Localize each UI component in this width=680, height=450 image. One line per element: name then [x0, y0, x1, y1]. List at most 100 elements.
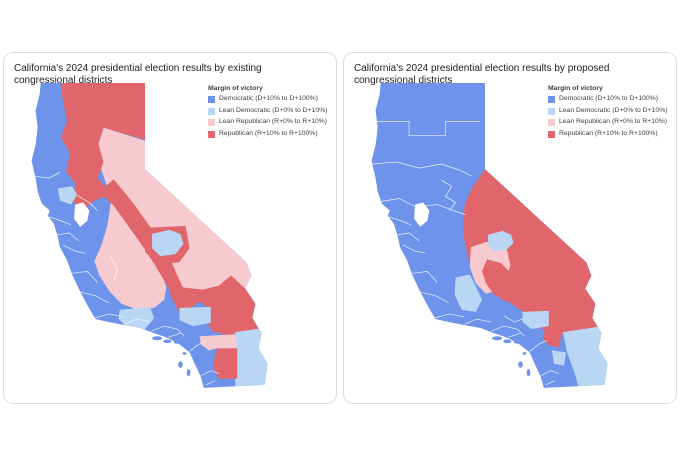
california-map-proposed	[371, 83, 608, 388]
legend-item-republican: Republican (R+10% to R+100%)	[548, 130, 672, 139]
district-boundary-line	[205, 380, 216, 386]
district-boundary-line	[508, 332, 521, 338]
legend-item-democratic: Democratic (D+10% to D+100%)	[548, 95, 672, 104]
channel-island	[526, 369, 531, 377]
district-region-sf-bay-delta-water	[414, 202, 430, 227]
district-boundary-line	[94, 313, 124, 319]
channel-island	[518, 361, 523, 368]
legend-label: Lean Democratic (D+0% to D+10%)	[559, 106, 668, 114]
district-region-sierra-east-lean-republican	[97, 127, 252, 300]
legend-title: Margin of victory	[548, 85, 603, 92]
legend-label: Republican (R+10% to R+100%)	[219, 129, 318, 137]
legend-swatch-lean_republican	[208, 119, 215, 126]
panel-title-existing: California's 2024 presidential election …	[14, 63, 262, 86]
district-region-east-republican	[462, 169, 602, 341]
channel-island	[173, 340, 179, 344]
district-boundary-line	[434, 313, 464, 319]
map-area-existing: Margin of victory Democratic (D+10% to D…	[4, 79, 336, 403]
legend-label: Democratic (D+10% to D+100%)	[559, 95, 658, 102]
panel-proposed-districts: California's 2024 presidential election …	[343, 52, 677, 404]
california-map-existing	[31, 83, 268, 388]
legend-swatch-democratic	[548, 96, 555, 103]
district-boundary-line	[76, 195, 98, 211]
district-boundary-line	[374, 198, 466, 216]
district-boundary-line	[372, 161, 473, 177]
channel-island	[152, 336, 163, 341]
district-region-sf-bay-delta-water	[74, 202, 90, 227]
legend-label: Lean Democratic (D+0% to D+10%)	[219, 106, 328, 114]
legend-swatch-republican	[208, 130, 215, 138]
legend-item-democratic: Democratic (D+10% to D+100%)	[208, 95, 332, 104]
legend-items: Democratic (D+10% to D+100%) Lean Democra…	[208, 95, 332, 138]
legend-swatch-democratic	[208, 96, 215, 103]
legend-swatch-lean_republican	[548, 119, 555, 126]
district-boundary-line	[504, 315, 523, 323]
legend-label: Democratic (D+10% to D+100%)	[219, 95, 318, 102]
district-region-valley-southwest-lean-democratic	[454, 274, 482, 312]
channel-island	[182, 352, 187, 355]
legend-title: Margin of victory	[208, 85, 263, 92]
district-region-ventura-inland-lean-democratic	[118, 306, 155, 330]
district-region-san-bernardino-lean-democratic	[179, 306, 211, 327]
district-boundary-line	[529, 339, 547, 352]
legend-label: Republican (R+10% to R+100%)	[559, 129, 658, 137]
district-boundary-line	[109, 255, 119, 282]
district-region-central-valley-lean-republican	[94, 196, 167, 310]
district-boundary-line	[402, 244, 426, 254]
district-boundary-line	[56, 232, 80, 242]
panel-title-proposed: California's 2024 presidential election …	[354, 63, 610, 86]
district-region-eastern-sierra-lean-democratic	[488, 230, 514, 252]
district-boundary-line	[388, 216, 412, 226]
district-boundary-line	[168, 332, 181, 338]
legend-item-lean_republican: Lean Republican (R+0% to R+10%)	[548, 118, 672, 127]
channel-island	[503, 339, 512, 344]
district-boundary-line	[48, 216, 72, 226]
district-boundary-line	[419, 291, 449, 304]
district-boundary-line	[540, 370, 560, 377]
district-region-central-valley-republican-blob	[481, 259, 518, 302]
district-boundary-line	[71, 271, 98, 283]
panel-existing-districts: California's 2024 presidential election …	[3, 52, 337, 404]
district-boundary-line	[411, 271, 438, 283]
district-region-eastern-sierra-lean-democratic	[152, 229, 184, 257]
district-region-sacramento-lean-democratic	[57, 186, 78, 205]
map-area-proposed: Margin of victory Democratic (D+10% to D…	[344, 79, 676, 403]
district-boundary-line	[396, 232, 420, 242]
channel-island	[513, 340, 519, 344]
legend-swatch-lean_democratic	[208, 107, 215, 115]
district-boundary-line	[441, 179, 457, 211]
legend-item-lean_democratic: Lean Democratic (D+0% to D+10%)	[548, 107, 672, 116]
district-boundary-line	[189, 339, 207, 352]
legend-swatch-republican	[548, 130, 555, 138]
district-boundary-line	[200, 370, 220, 377]
district-boundary-line	[545, 380, 556, 386]
legend-item-lean_republican: Lean Republican (R+0% to R+10%)	[208, 118, 332, 127]
channel-island	[522, 352, 527, 355]
legend-label: Lean Republican (R+0% to R+10%)	[559, 118, 668, 125]
district-boundary-line	[464, 318, 492, 325]
legend-item-republican: Republican (R+10% to R+100%)	[208, 130, 332, 139]
legend-item-lean_democratic: Lean Democratic (D+0% to D+10%)	[208, 107, 332, 116]
district-boundary-line	[124, 318, 152, 325]
channel-island	[186, 369, 191, 377]
district-region-southeast-republican	[166, 275, 262, 339]
district-region-san-bernardino-lean-democratic	[522, 310, 549, 330]
district-boundary-line	[62, 244, 86, 254]
district-boundary-line	[376, 121, 480, 137]
channel-island	[178, 361, 183, 368]
district-boundary-line	[79, 291, 109, 304]
district-boundary-line	[35, 171, 61, 179]
district-boundary-line	[490, 325, 525, 337]
district-region-imperial-lean-democratic	[235, 326, 268, 388]
district-region-inland-empire-lean-republican	[199, 334, 238, 351]
legend-existing: Margin of victory Democratic (D+10% to D…	[208, 85, 332, 141]
district-boundary-line	[150, 325, 185, 337]
district-region-orange-county-lean-democratic	[551, 350, 567, 366]
legend-label: Lean Republican (R+0% to R+10%)	[219, 118, 328, 125]
legend-items: Democratic (D+10% to D+100%) Lean Democra…	[548, 95, 672, 138]
district-region-riverside-republican	[542, 330, 561, 348]
legend-proposed: Margin of victory Democratic (D+10% to D…	[548, 85, 672, 141]
channel-island	[492, 336, 503, 341]
channel-island	[163, 339, 172, 344]
